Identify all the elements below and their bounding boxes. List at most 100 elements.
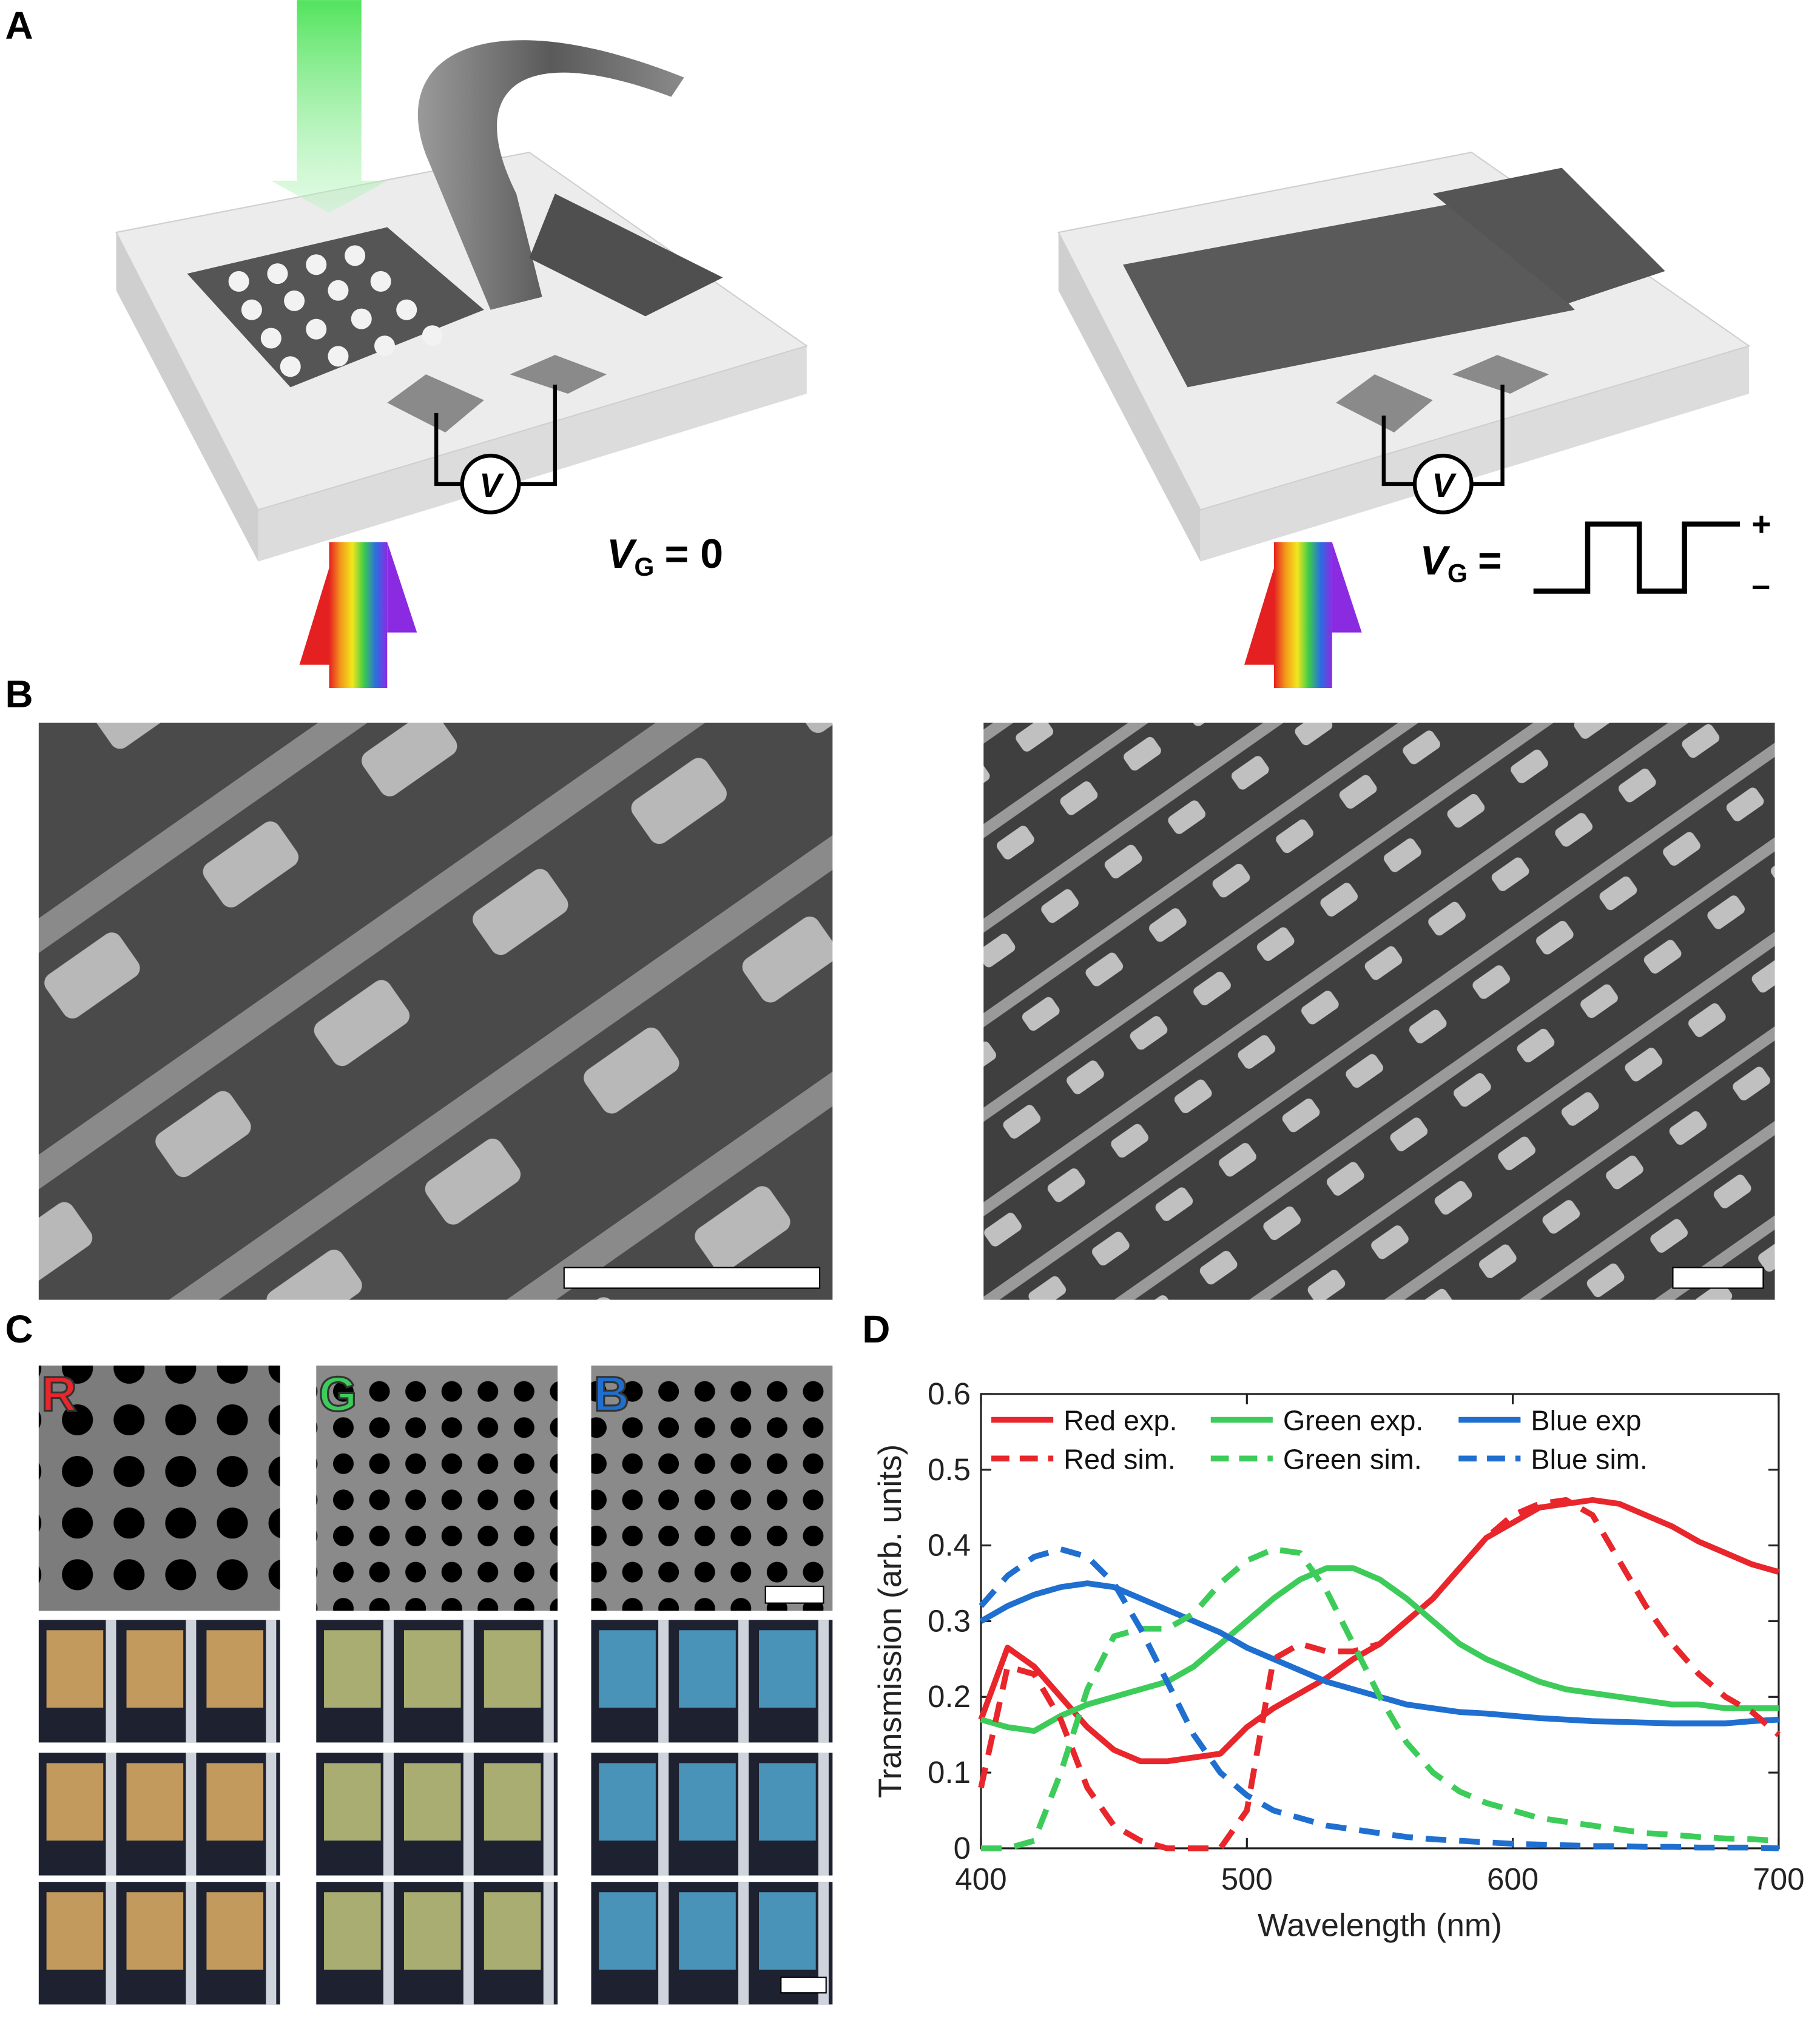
- pixel: [324, 1763, 381, 1841]
- arrow-head: [299, 568, 329, 665]
- panel-label: B: [5, 672, 33, 716]
- scale-bar: [1672, 1267, 1764, 1289]
- pad: [510, 355, 607, 394]
- sem-image: [38, 1366, 280, 1611]
- divider: [186, 1753, 197, 1876]
- pixel: [403, 1630, 461, 1708]
- wire: [1381, 416, 1415, 487]
- y-axis-label: Transmission (arb. units): [872, 1444, 908, 1798]
- pixel: [126, 1630, 184, 1708]
- divider: [658, 1882, 669, 2005]
- wire: [519, 385, 558, 487]
- divider: [738, 1620, 749, 1743]
- chart: 0 0.1 0.2 0.3 0.4 0.5 0.6 400 500 600 700 Wavelengt…: [872, 1376, 1804, 1944]
- voltmeter-label: V: [479, 466, 504, 504]
- voltmeter: [1412, 453, 1474, 514]
- voltmeter: [460, 453, 521, 514]
- series-line: [978, 1497, 1781, 1851]
- membrane: [1123, 200, 1575, 388]
- series-line: [981, 1546, 1779, 1851]
- pad: [1452, 355, 1549, 394]
- divider: [186, 1882, 197, 2005]
- divider: [266, 1753, 277, 1876]
- legend-label: Red sim.: [1063, 1443, 1176, 1475]
- hole-array: [187, 227, 484, 388]
- gate-label: VG =: [1420, 537, 1502, 588]
- pixel: [324, 1630, 381, 1708]
- electrode: [529, 194, 723, 317]
- wire: [434, 413, 462, 487]
- rainbow-beam: [1274, 542, 1332, 689]
- scale-bar: [780, 1976, 827, 1994]
- divider: [543, 1882, 554, 2005]
- pixel: [126, 1763, 184, 1841]
- panel-label: C: [5, 1307, 33, 1351]
- gate-label: VG = 0: [607, 531, 723, 582]
- y-tick-label: 0.6: [928, 1376, 971, 1411]
- y-tick-label: 0.2: [928, 1679, 971, 1714]
- series-line: [979, 1546, 1779, 1851]
- electrode: [1432, 167, 1665, 304]
- green-beam: [271, 0, 388, 214]
- x-tick-label: 600: [1487, 1862, 1539, 1896]
- divider: [658, 1620, 669, 1743]
- divider: [818, 1882, 829, 2005]
- pixel: [759, 1763, 816, 1841]
- pixel: [484, 1763, 541, 1841]
- pixel: [599, 1630, 656, 1708]
- slab-front: [1200, 346, 1749, 562]
- divider: [463, 1620, 474, 1743]
- pixel: [46, 1763, 104, 1841]
- pixel: [403, 1763, 461, 1841]
- square-wave: [1533, 521, 1741, 594]
- divider: [543, 1620, 554, 1743]
- divider: [543, 1753, 554, 1876]
- rainbow-beam: [329, 542, 388, 689]
- arrow-head: [1244, 568, 1274, 665]
- pixel: [599, 1892, 656, 1970]
- divider: [818, 1620, 829, 1743]
- legend-label: Green exp.: [1283, 1405, 1424, 1437]
- plus-sign: +: [1751, 505, 1771, 543]
- sem-image: [591, 1366, 833, 1611]
- wire: [1471, 385, 1505, 487]
- legend-label: Blue exp: [1531, 1405, 1641, 1437]
- y-tick-label: 0.4: [928, 1528, 971, 1563]
- arrow-head: [1332, 542, 1362, 633]
- slab-side: [116, 232, 258, 562]
- legend-label: Blue sim.: [1531, 1443, 1647, 1475]
- scale-bar: [764, 1585, 824, 1604]
- curled-film: [417, 40, 684, 310]
- legend-label: Green sim.: [1283, 1443, 1422, 1475]
- divider: [738, 1753, 749, 1876]
- panel-label: A: [5, 4, 33, 47]
- pixel: [759, 1892, 816, 1970]
- divider: [186, 1620, 197, 1743]
- arrow-head: [387, 542, 417, 633]
- series-line: [980, 1565, 1779, 1734]
- divider: [383, 1753, 394, 1876]
- pixel: [679, 1763, 736, 1841]
- pixel: [324, 1892, 381, 1970]
- slab-side: [1058, 232, 1201, 562]
- minus-sign: –: [1751, 566, 1770, 604]
- divider: [266, 1620, 277, 1743]
- color-letter: R: [41, 1367, 76, 1422]
- pad: [387, 374, 484, 433]
- pixel: [206, 1630, 264, 1708]
- color-letter: B: [594, 1367, 629, 1422]
- divider: [463, 1753, 474, 1876]
- pixel: [679, 1630, 736, 1708]
- color-letter: G: [319, 1367, 357, 1422]
- divider: [383, 1620, 394, 1743]
- pixel: [206, 1892, 264, 1970]
- sem-image: [983, 722, 1775, 1300]
- divider: [106, 1882, 116, 2005]
- divider: [106, 1620, 116, 1743]
- y-tick-label: 0.5: [928, 1452, 971, 1487]
- divider: [738, 1882, 749, 2005]
- divider: [463, 1882, 474, 2005]
- pixel: [759, 1630, 816, 1708]
- plot-area: [980, 1393, 1780, 1850]
- y-tick-label: 0.3: [928, 1603, 971, 1638]
